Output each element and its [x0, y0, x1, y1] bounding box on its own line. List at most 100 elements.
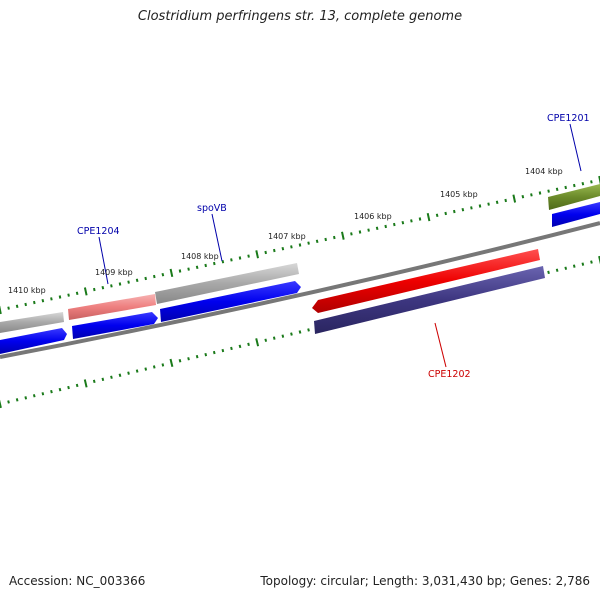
- inner-tick-mark: [547, 270, 550, 275]
- outer-tick-mark: [67, 293, 70, 297]
- outer-tick-mark: [161, 272, 165, 277]
- tick-label-1407: 1407 kbp: [268, 232, 306, 241]
- tick-label-1404: 1404 kbp: [525, 167, 563, 176]
- outer-tick-mark: [273, 248, 276, 253]
- inner-tick-mark: [255, 338, 260, 347]
- label-cpe1204[interactable]: CPE1204: [77, 226, 120, 237]
- inner-tick-mark: [290, 332, 293, 336]
- outer-tick-mark: [333, 235, 336, 240]
- outer-tick-mark: [230, 258, 233, 262]
- tick-label-1406: 1406 kbp: [354, 212, 392, 221]
- inner-tick-mark: [152, 365, 156, 369]
- map-title: Clostridium perfringens str. 13, complet…: [137, 9, 463, 24]
- outer-tick-mark: [521, 194, 525, 199]
- gene-cpe1204-reverse[interactable]: [72, 312, 158, 339]
- outer-tick-mark: [307, 241, 310, 245]
- inner-tick-mark: [572, 264, 576, 268]
- outer-tick-mark: [144, 276, 147, 281]
- outer-tick-mark: [547, 189, 550, 193]
- gene-spovb-reverse[interactable]: [160, 281, 301, 322]
- tick-label-1409: 1409 kbp: [95, 268, 133, 277]
- outer-tick-mark: [581, 181, 585, 186]
- outer-tick-mark: [127, 280, 130, 284]
- accession-text: Accession: NC_003366: [9, 574, 146, 588]
- outer-tick-mark: [153, 274, 156, 279]
- tick-label-1408: 1408 kbp: [181, 252, 219, 261]
- inner-tick-mark: [272, 336, 276, 340]
- outer-tick-mark: [495, 200, 499, 205]
- inner-tick-mark: [204, 352, 208, 357]
- inner-tick-mark: [195, 354, 199, 359]
- outer-tick-mark: [410, 219, 413, 223]
- inner-tick-mark: [281, 334, 285, 338]
- inner-tick-mark: [230, 346, 233, 351]
- inner-tick-mark: [247, 342, 250, 347]
- outer-tick-mark: [590, 180, 593, 184]
- inner-tick-mark: [75, 383, 79, 388]
- outer-tick-mark: [135, 278, 139, 283]
- gene-cpe1201-forward[interactable]: [548, 184, 600, 210]
- gene-grey-left-forward[interactable]: [0, 312, 64, 333]
- inner-tick-mark: [298, 330, 302, 334]
- inner-tick-mark: [555, 268, 559, 272]
- inner-tick-mark: [264, 338, 268, 342]
- outer-tick-mark: [564, 185, 567, 190]
- inner-tick-mark: [598, 255, 600, 265]
- label-cpe1202[interactable]: CPE1202: [428, 369, 471, 380]
- inner-tick-mark: [118, 373, 122, 377]
- outer-tick-mark: [530, 193, 533, 197]
- outer-tick-mark: [453, 209, 456, 214]
- outer-tick-ring: [0, 175, 600, 315]
- outer-tick-mark: [15, 304, 19, 309]
- outer-tick-mark: [290, 245, 293, 249]
- outer-tick-mark: [384, 224, 387, 229]
- outer-tick-mark: [573, 183, 576, 188]
- outer-tick-mark: [110, 284, 113, 288]
- outer-tick-mark: [83, 287, 88, 296]
- inner-tick-mark: [169, 358, 174, 367]
- outer-tick-mark: [41, 298, 45, 303]
- outer-tick-mark: [195, 265, 199, 270]
- outer-tick-mark: [7, 306, 10, 310]
- label-spovb[interactable]: spoVB: [197, 203, 227, 214]
- inner-tick-mark: [41, 392, 45, 396]
- spovb-leader: [211, 213, 223, 262]
- inner-tick-mark: [92, 379, 96, 384]
- inner-tick-mark: [15, 398, 19, 402]
- gene-spovb-forward[interactable]: [155, 263, 299, 304]
- gene-cpe1202-reverse[interactable]: [314, 266, 545, 334]
- label-cpe1201[interactable]: CPE1201: [547, 113, 590, 124]
- outer-tick-mark: [478, 204, 482, 208]
- inner-tick-mark: [178, 359, 182, 363]
- gene-cpe1204-forward[interactable]: [68, 294, 156, 320]
- cpe1204-leader: [98, 236, 109, 285]
- cpe1202-leader: [434, 322, 447, 368]
- outer-tick-mark: [247, 254, 250, 258]
- tick-label-1410: 1410 kbp: [8, 286, 46, 295]
- outer-tick-mark: [324, 237, 327, 242]
- inner-tick-mark: [58, 387, 62, 392]
- outer-tick-mark: [401, 220, 405, 225]
- inner-tick-mark: [7, 400, 10, 404]
- outer-tick-mark: [221, 259, 225, 264]
- outer-tick-mark: [461, 207, 465, 212]
- outer-tick-mark: [50, 297, 53, 301]
- gene-cpe1202-forward[interactable]: [312, 249, 540, 313]
- gene-blue-left-reverse[interactable]: [0, 328, 67, 354]
- gene-cpe1201-reverse[interactable]: [552, 202, 600, 227]
- outer-tick-mark: [204, 263, 207, 268]
- genome-backbone: [0, 221, 600, 359]
- genome-stats-text: Topology: circular; Length: 3,031,430 bp…: [260, 574, 590, 588]
- outer-tick-mark: [375, 226, 379, 231]
- outer-tick-mark: [33, 300, 36, 305]
- outer-tick-mark: [487, 202, 490, 206]
- outer-tick-mark: [281, 246, 285, 251]
- outer-tick-mark: [444, 211, 447, 216]
- outer-tick-mark: [538, 191, 542, 195]
- inner-tick-mark: [32, 394, 36, 398]
- outer-tick-mark: [367, 228, 370, 232]
- outer-tick-mark: [58, 295, 62, 299]
- inner-tick-mark: [110, 375, 113, 379]
- outer-tick-mark: [238, 256, 242, 260]
